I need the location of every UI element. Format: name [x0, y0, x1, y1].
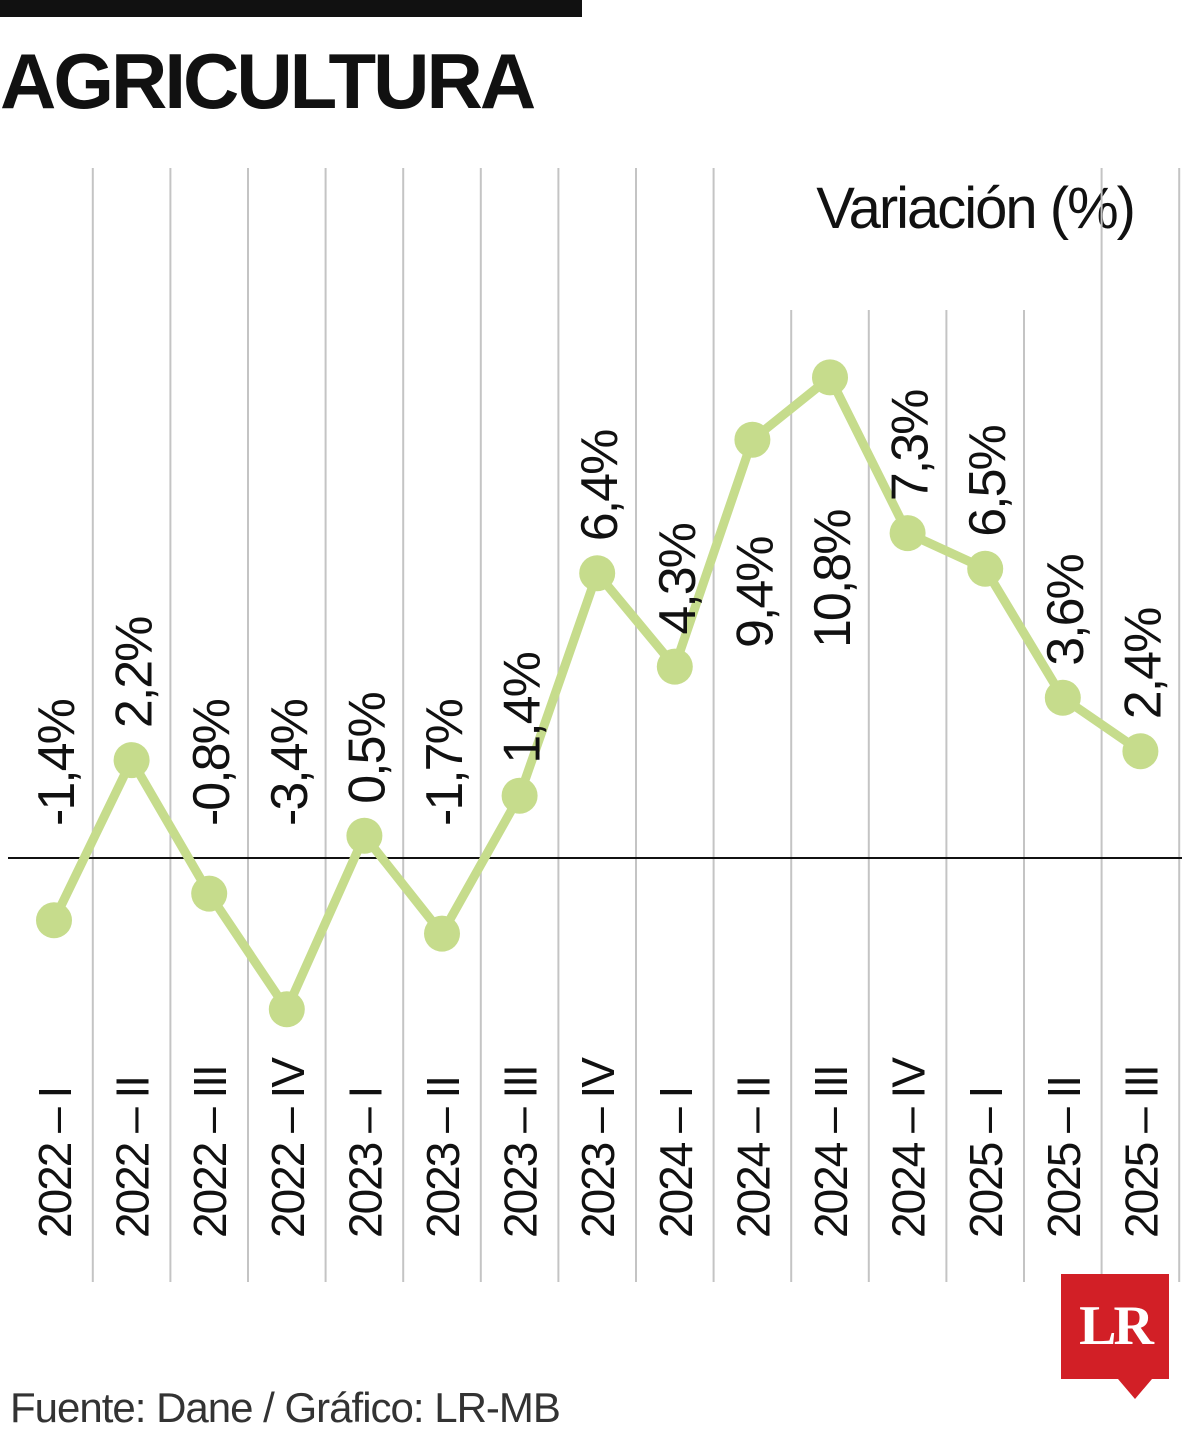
- data-point: [812, 359, 848, 396]
- data-label: -1,7%: [416, 699, 474, 826]
- chart-title: AGRICULTURA: [0, 37, 536, 125]
- data-label: 4,3%: [649, 523, 707, 634]
- data-label: 10,8%: [804, 510, 862, 648]
- x-tick-label: 2025 – III: [1115, 1066, 1167, 1238]
- data-point: [36, 902, 72, 939]
- x-tick-label: 2025 – I: [960, 1088, 1012, 1238]
- x-tick-label: 2024 – I: [650, 1088, 702, 1238]
- x-tick-label: 2023 – I: [339, 1088, 391, 1238]
- data-point: [424, 915, 460, 952]
- x-tick-label: 2022 – IV: [262, 1057, 314, 1238]
- data-label: -0,8%: [183, 699, 241, 826]
- data-label: 0,5%: [338, 692, 396, 803]
- data-point: [1044, 679, 1081, 716]
- data-label: 6,5%: [959, 425, 1017, 536]
- data-label: -1,4%: [28, 699, 86, 826]
- data-label: 3,6%: [1037, 555, 1095, 666]
- x-tick-label: 2023 – IV: [572, 1057, 624, 1238]
- data-label: 1,4%: [494, 652, 552, 763]
- data-point: [268, 991, 305, 1028]
- data-label: 6,4%: [571, 430, 629, 541]
- data-point: [501, 777, 538, 814]
- data-point: [889, 515, 926, 552]
- x-tick-label: 2022 – III: [184, 1066, 236, 1238]
- x-tick-label: 2024 – III: [805, 1066, 857, 1238]
- x-tick-labels: 2022 – I 2022 – II 2022 – III 2022 – IV 2023…: [29, 1057, 1167, 1238]
- x-tick-label: 2024 – II: [727, 1077, 779, 1238]
- x-tick-label: 2024 – IV: [883, 1057, 935, 1238]
- x-tick-label: 2025 – II: [1038, 1077, 1090, 1238]
- data-point: [113, 742, 150, 779]
- data-point: [656, 648, 693, 685]
- data-label: 9,4%: [726, 537, 784, 648]
- data-label: -3,4%: [261, 699, 319, 826]
- data-point: [346, 817, 383, 854]
- data-label: 7,3%: [882, 390, 940, 501]
- data-label: 2,4%: [1114, 608, 1172, 719]
- lr-logo-tail: [1118, 1379, 1152, 1399]
- y-axis-label: Variación (%): [816, 176, 1136, 241]
- data-labels: -1,4% 2,2% -0,8% -3,4% 0,5% -1,7% 1,4% 6,4% 4,3%…: [28, 390, 1172, 826]
- lr-logo: LR: [1061, 1274, 1169, 1379]
- data-point: [1122, 733, 1159, 770]
- data-point: [579, 555, 616, 592]
- x-tick-label: 2022 – I: [29, 1088, 81, 1238]
- data-label: 2,2%: [106, 617, 164, 728]
- x-tick-label: 2023 – II: [417, 1077, 469, 1238]
- source-note: Fuente: Dane / Gráfico: LR-MB: [10, 1384, 561, 1431]
- data-point: [191, 875, 228, 912]
- data-points: [36, 359, 1159, 1028]
- x-tick-label: 2022 – II: [107, 1077, 159, 1238]
- x-tick-label: 2023 – III: [495, 1066, 547, 1238]
- data-point: [734, 421, 771, 458]
- gridlines: [91, 168, 1181, 1282]
- data-point: [967, 550, 1004, 587]
- title-top-bar: [0, 0, 582, 17]
